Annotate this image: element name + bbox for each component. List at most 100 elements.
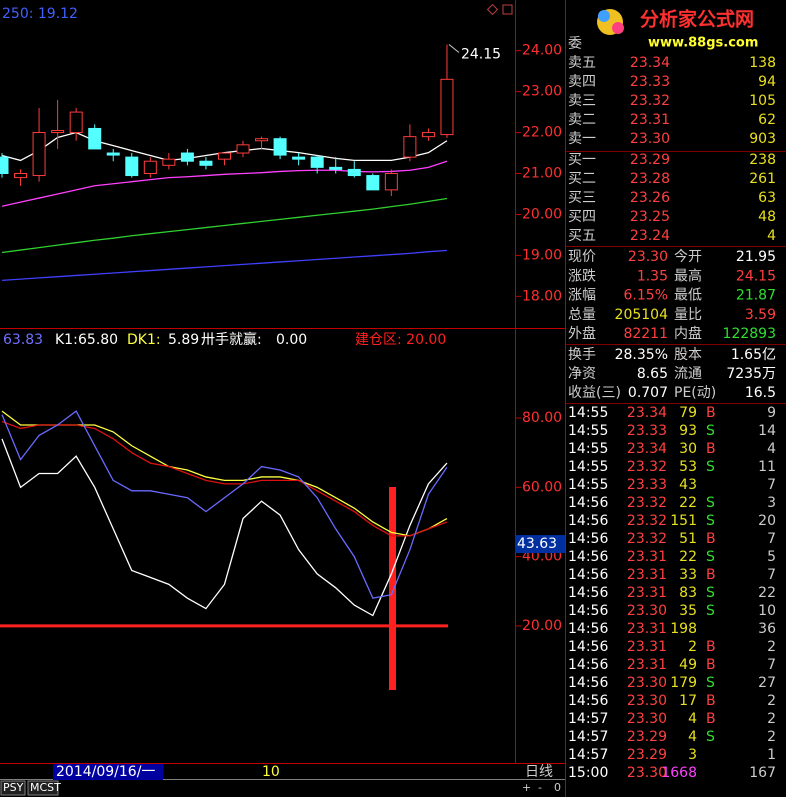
quote-value: 21.87	[736, 288, 776, 304]
candle-body	[143, 160, 157, 175]
tick-volume: 83	[679, 585, 697, 601]
quote-value: 205104	[615, 307, 669, 323]
tick-volume: 179	[670, 675, 697, 691]
quote-value: 1.35	[637, 268, 668, 284]
book-label: 卖二	[568, 112, 596, 128]
tick-count: 167	[749, 765, 776, 781]
line-series	[1, 197, 448, 254]
tick-side: B	[706, 711, 716, 727]
tick-time: 14:56	[568, 675, 608, 691]
book-volume: 238	[749, 152, 776, 168]
tick-price: 23.31	[627, 549, 667, 565]
tab[interactable]	[0, 780, 26, 796]
candle-body	[310, 156, 324, 168]
period-label: 日线	[525, 764, 553, 780]
tick-price: 23.33	[627, 423, 667, 439]
y-tick-label: 22.00	[522, 125, 562, 141]
book-label: 买五	[568, 228, 596, 244]
legend-item: 0.00	[276, 332, 307, 348]
annotation-leader	[448, 44, 460, 53]
tick-count: 2	[767, 711, 776, 727]
legend-item: 63.83	[3, 332, 43, 348]
tick-time: 14:57	[568, 729, 608, 745]
tick-volume: 22	[679, 549, 697, 565]
quote-label: 涨幅	[568, 288, 596, 304]
book-volume: 94	[758, 74, 776, 90]
tick-volume: 33	[679, 567, 697, 583]
line-series	[1, 249, 448, 282]
quote-label: 涨跌	[568, 268, 596, 284]
quote-label: 外盘	[568, 325, 596, 342]
tab-label[interactable]: PSY	[3, 781, 24, 794]
candle-body	[162, 158, 176, 166]
footer-button[interactable]: +	[522, 781, 531, 794]
tab-label[interactable]: MCST	[30, 781, 61, 794]
quote-value: 16.5	[745, 385, 776, 401]
candle-body	[125, 156, 139, 177]
tick-volume: 35	[679, 603, 697, 619]
tick-time: 14:56	[568, 585, 608, 601]
candle-body	[384, 173, 398, 191]
tick-time: 14:56	[568, 549, 608, 565]
tick-price: 23.30	[627, 711, 667, 727]
footer-button[interactable]: -	[538, 781, 542, 794]
candle-body	[180, 152, 194, 162]
candle-body	[273, 138, 287, 156]
tick-time: 14:56	[568, 603, 608, 619]
line-series	[1, 410, 448, 599]
candle-body	[32, 132, 46, 177]
tab[interactable]	[27, 780, 59, 796]
candle-body	[88, 127, 102, 150]
quote-label: 内盘	[674, 325, 702, 342]
tick-count: 7	[767, 657, 776, 673]
book-price: 23.30	[630, 131, 670, 147]
book-volume: 903	[749, 131, 776, 147]
legend-item: 卅手就赢:	[201, 331, 262, 348]
date-box	[53, 764, 163, 780]
quote-label: 量比	[674, 307, 702, 323]
tick-count: 36	[758, 621, 776, 637]
tick-price: 23.30	[627, 675, 667, 691]
candle-body	[199, 160, 213, 166]
tick-side: B	[706, 405, 716, 421]
book-price: 23.29	[630, 152, 670, 168]
tick-side: B	[706, 693, 716, 709]
tick-volume: 79	[679, 405, 697, 421]
tick-count: 27	[758, 675, 776, 691]
tick-time: 14:55	[568, 477, 608, 493]
book-volume: 62	[758, 112, 776, 128]
quote-value: 122893	[723, 326, 776, 342]
book-label: 买二	[568, 171, 596, 187]
line-series	[1, 160, 448, 207]
quote-value: 8.65	[637, 366, 668, 382]
quote-value: 21.95	[736, 249, 776, 265]
tick-time: 14:55	[568, 441, 608, 457]
icon[interactable]	[486, 3, 499, 16]
tick-time: 14:56	[568, 693, 608, 709]
tick-volume: 53	[679, 459, 697, 475]
footer-button[interactable]: 0	[554, 781, 561, 794]
tick-volume: 30	[679, 441, 697, 457]
icon[interactable]	[502, 4, 513, 15]
legend-item: DK1:	[127, 332, 161, 348]
tick-price: 23.31	[627, 639, 667, 655]
tick-side: S	[706, 603, 715, 619]
tick-time: 14:56	[568, 531, 608, 547]
tick-count: 7	[767, 477, 776, 493]
book-price: 23.24	[630, 228, 670, 244]
tick-count: 11	[758, 459, 776, 475]
tick-time: 14:57	[568, 711, 608, 727]
y-tick-label: 21.00	[522, 166, 562, 182]
book-price: 23.25	[630, 209, 670, 225]
tick-price: 23.29	[627, 729, 667, 745]
quote-label: 流通	[674, 366, 702, 382]
signal-bar	[389, 487, 396, 690]
tick-time: 14:55	[568, 423, 608, 439]
logo-icon	[598, 10, 610, 22]
tick-price: 23.34	[627, 441, 667, 457]
logo-name: 分析家公式网	[640, 8, 754, 31]
tick-count: 7	[767, 531, 776, 547]
tick-side: B	[706, 441, 716, 457]
quote-label: 股本	[674, 347, 702, 363]
